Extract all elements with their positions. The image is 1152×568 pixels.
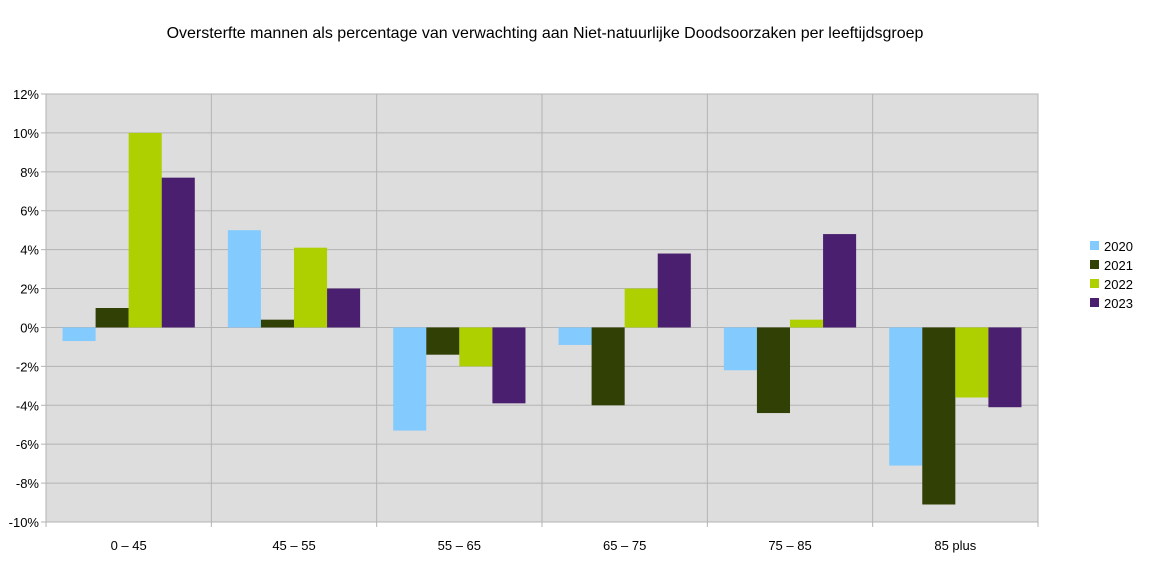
y-tick-label: -6%: [16, 437, 40, 452]
bar-2022-5: [955, 327, 989, 398]
x-tick-label: 55 – 65: [438, 538, 481, 553]
bar-2020-0: [62, 327, 96, 342]
x-tick-label: 45 – 55: [272, 538, 315, 553]
bar-2023-1: [327, 288, 361, 328]
bar-2023-2: [492, 327, 526, 404]
bar-2021-5: [922, 327, 956, 505]
y-tick-label: 12%: [13, 87, 39, 102]
bar-2021-1: [260, 319, 294, 328]
chart-title: Oversterfte mannen als percentage van ve…: [167, 25, 924, 42]
legend: 2020 2021 2022 2023: [1090, 239, 1133, 311]
bar-2023-5: [988, 327, 1022, 408]
bar-2021-2: [426, 327, 460, 355]
y-tick-label: -10%: [9, 515, 40, 530]
axes: 12% 10% 8% 6% 4% 2% 0% -2% -4% -6% -8% -10% 0 – 45 45…: [9, 87, 1039, 553]
legend-label-2023: 2023: [1104, 296, 1133, 311]
y-tick-label: 10%: [13, 126, 39, 141]
x-tick-label: 65 – 75: [603, 538, 646, 553]
y-tick-label: 2%: [20, 282, 39, 297]
legend-swatch-2022: [1090, 279, 1099, 288]
y-tick-label: 6%: [20, 204, 39, 219]
x-tick-label: 0 – 45: [111, 538, 147, 553]
bar-2022-4: [790, 319, 824, 328]
legend-label-2020: 2020: [1104, 239, 1133, 254]
bar-2020-3: [558, 327, 592, 345]
legend-swatch-2020: [1090, 241, 1099, 250]
bar-2022-1: [294, 247, 328, 328]
legend-swatch-2023: [1090, 298, 1099, 307]
bar-2020-1: [227, 230, 261, 328]
bar-2021-0: [95, 308, 129, 328]
grid-lines: [46, 93, 1038, 523]
bar-2022-2: [459, 327, 493, 367]
legend-swatch-2021: [1090, 260, 1099, 269]
bar-2022-3: [624, 288, 658, 328]
legend-label-2022: 2022: [1104, 277, 1133, 292]
y-tick-label: 8%: [20, 165, 39, 180]
legend-label-2021: 2021: [1104, 258, 1133, 273]
y-tick-label: 0%: [20, 320, 39, 335]
y-tick-label: 4%: [20, 243, 39, 258]
bar-2020-5: [889, 327, 923, 466]
bar-2021-4: [756, 327, 790, 414]
bar-2022-0: [128, 132, 162, 328]
bar-2020-2: [393, 327, 427, 431]
bars: [62, 132, 1022, 505]
y-tick-label: -8%: [16, 476, 40, 491]
y-tick-label: -4%: [16, 398, 40, 413]
bar-2020-4: [723, 327, 757, 371]
y-tick-label: -2%: [16, 359, 40, 374]
plot-frame: [45, 93, 1039, 523]
bar-2023-3: [657, 253, 691, 328]
x-tick-label: 85 plus: [934, 538, 976, 553]
bar-2023-4: [823, 234, 857, 328]
bar-2023-0: [161, 177, 195, 328]
bar-2021-3: [591, 327, 625, 406]
x-tick-label: 75 – 85: [768, 538, 811, 553]
